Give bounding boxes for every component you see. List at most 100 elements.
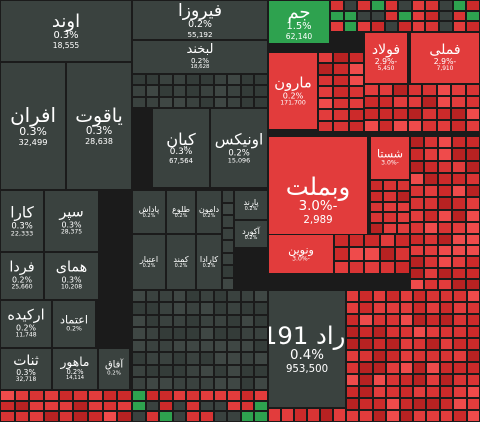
mini-cell bbox=[399, 350, 413, 362]
mini-cell bbox=[438, 209, 452, 222]
mini-cell bbox=[453, 398, 467, 410]
mini-cell bbox=[227, 74, 241, 86]
mini-cell bbox=[14, 390, 30, 401]
cell-name: اعتماد bbox=[60, 313, 88, 327]
mini-cell bbox=[399, 386, 413, 398]
mini-cell bbox=[372, 374, 387, 386]
cell-name: ونوین bbox=[288, 243, 314, 257]
cell-change: -3.0% bbox=[298, 199, 338, 215]
mini-cell bbox=[466, 21, 480, 32]
mini-cell bbox=[413, 350, 427, 362]
mini-cell bbox=[227, 339, 241, 352]
cell-10: همای 0.3% 10,208 bbox=[44, 252, 99, 300]
cell-value: 28,638 bbox=[85, 136, 113, 146]
mini-cell bbox=[359, 386, 373, 398]
mini-cell bbox=[359, 350, 373, 362]
mini-cell bbox=[254, 364, 268, 378]
mini-cell bbox=[159, 290, 173, 303]
mini-cell bbox=[145, 74, 160, 86]
mini-cell bbox=[254, 400, 268, 412]
mini-cell bbox=[399, 362, 413, 374]
mini-cell bbox=[334, 260, 350, 274]
mini-cell bbox=[29, 411, 44, 422]
mini-cell bbox=[200, 96, 214, 108]
mini-cell bbox=[240, 290, 255, 303]
mini-cell bbox=[307, 408, 320, 422]
mini-cell bbox=[318, 74, 334, 87]
cell-value: 2,989 bbox=[303, 214, 333, 226]
mini-cell bbox=[44, 390, 59, 401]
mini-cell bbox=[424, 172, 438, 185]
mini-cell bbox=[466, 221, 480, 234]
mini-cell bbox=[359, 290, 373, 302]
mini-cell bbox=[372, 410, 387, 422]
mini-cell bbox=[117, 390, 132, 401]
mini-cell bbox=[453, 374, 467, 386]
mini-cell bbox=[452, 278, 466, 290]
mini-cell bbox=[132, 74, 146, 86]
mini-cell bbox=[346, 326, 360, 338]
mini-cell bbox=[334, 247, 350, 261]
mini-cell bbox=[172, 377, 187, 390]
mini-cell bbox=[438, 245, 452, 257]
mini-cell bbox=[386, 350, 400, 362]
cell-value: 28,375 bbox=[60, 228, 83, 236]
cell-change: 0.2% bbox=[202, 262, 216, 269]
mini-cell bbox=[348, 97, 364, 110]
mini-cell bbox=[466, 278, 480, 290]
mini-cell bbox=[399, 338, 413, 350]
mini-cell bbox=[222, 277, 234, 290]
mini-cell bbox=[426, 350, 440, 362]
cell-change: 0.3% bbox=[19, 125, 47, 139]
mini-cell bbox=[213, 302, 228, 315]
cell-name: اونیکس bbox=[214, 130, 264, 149]
mini-cell bbox=[364, 234, 380, 248]
mini-cell bbox=[186, 290, 200, 303]
mini-cell bbox=[346, 338, 360, 350]
cell-change: 0.3% bbox=[169, 147, 193, 158]
cell-value: 14,114 bbox=[66, 375, 84, 382]
mini-cell bbox=[413, 386, 427, 398]
mini-cell bbox=[466, 256, 480, 268]
cell-value: 32,499 bbox=[18, 137, 48, 148]
mini-cell bbox=[172, 411, 187, 422]
mini-cell bbox=[439, 10, 453, 22]
mini-cell bbox=[372, 338, 387, 350]
mini-cell bbox=[222, 227, 234, 240]
mini-cell bbox=[383, 201, 397, 213]
cell-value: 67,564 bbox=[169, 156, 193, 165]
cell-name: شستا bbox=[376, 147, 404, 161]
mini-cell bbox=[411, 21, 426, 32]
mini-cell bbox=[370, 190, 384, 202]
mini-cell bbox=[254, 74, 268, 86]
mini-cell bbox=[399, 374, 413, 386]
mini-cell bbox=[200, 339, 214, 352]
mini-cell bbox=[254, 314, 268, 328]
mini-cell bbox=[145, 314, 160, 328]
mini-cell bbox=[343, 0, 358, 11]
mini-cell bbox=[213, 96, 228, 108]
mini-cell bbox=[333, 109, 349, 121]
mini-cell bbox=[452, 209, 466, 222]
mini-cell bbox=[466, 290, 480, 302]
mini-cell bbox=[399, 326, 413, 338]
mini-cell bbox=[186, 339, 200, 352]
cell-change: 0.2% bbox=[11, 275, 33, 285]
mini-cell bbox=[159, 302, 173, 315]
mini-cell bbox=[359, 338, 373, 350]
mini-cell bbox=[466, 350, 480, 362]
mini-cell bbox=[14, 400, 30, 412]
cell-name: اعتبار bbox=[139, 253, 159, 264]
mini-cell bbox=[465, 84, 480, 96]
mini-cell bbox=[159, 390, 173, 401]
mini-cell bbox=[424, 256, 438, 268]
mini-cell bbox=[240, 400, 255, 412]
mini-cell bbox=[117, 400, 132, 412]
mini-cell bbox=[393, 84, 408, 96]
mini-cell bbox=[254, 339, 268, 352]
mini-cell bbox=[422, 84, 437, 96]
mini-cell bbox=[436, 96, 451, 108]
mini-cell bbox=[159, 377, 173, 390]
cell-change: 0.2% bbox=[188, 19, 212, 31]
